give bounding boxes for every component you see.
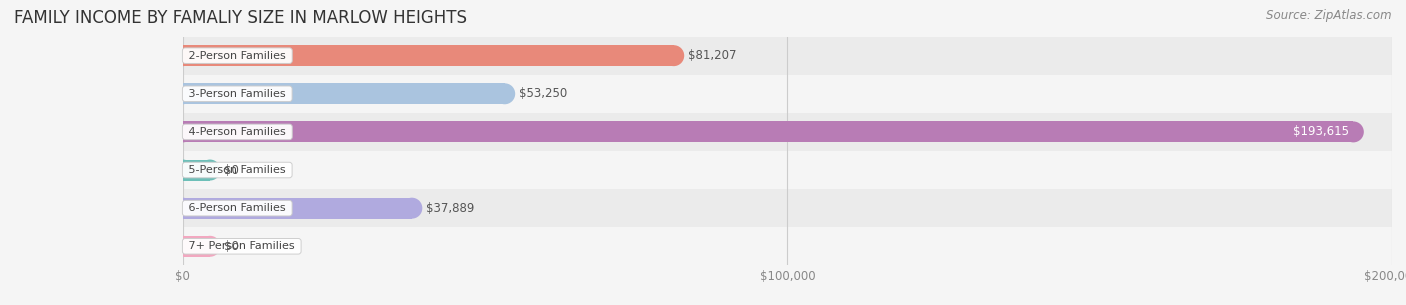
Ellipse shape (200, 160, 221, 181)
Bar (183, 160, 209, 181)
Text: 5-Person Families: 5-Person Families (186, 165, 290, 175)
Ellipse shape (200, 236, 221, 257)
Text: 3-Person Families: 3-Person Families (186, 89, 290, 99)
Bar (183, 151, 1392, 189)
Text: Source: ZipAtlas.com: Source: ZipAtlas.com (1267, 9, 1392, 22)
Bar (183, 37, 1392, 75)
Text: $81,207: $81,207 (689, 49, 737, 62)
Bar (183, 236, 209, 257)
Text: 7+ Person Families: 7+ Person Families (186, 241, 298, 251)
Bar (183, 121, 1354, 142)
Ellipse shape (664, 45, 685, 66)
Ellipse shape (173, 160, 193, 181)
Text: 2-Person Families: 2-Person Families (186, 51, 290, 61)
Bar (183, 83, 505, 104)
Bar (183, 189, 1392, 227)
Text: 4-Person Families: 4-Person Families (186, 127, 290, 137)
Bar (183, 75, 1392, 113)
Ellipse shape (1343, 121, 1364, 142)
Bar (183, 113, 1392, 151)
Bar (183, 227, 1392, 265)
Ellipse shape (495, 83, 515, 104)
Ellipse shape (401, 198, 422, 219)
Text: $37,889: $37,889 (426, 202, 475, 215)
Text: 6-Person Families: 6-Person Families (186, 203, 290, 213)
Ellipse shape (173, 236, 193, 257)
Bar (183, 45, 673, 66)
Text: $193,615: $193,615 (1292, 125, 1348, 138)
Ellipse shape (173, 83, 193, 104)
Text: FAMILY INCOME BY FAMALIY SIZE IN MARLOW HEIGHTS: FAMILY INCOME BY FAMALIY SIZE IN MARLOW … (14, 9, 467, 27)
Ellipse shape (173, 121, 193, 142)
Text: $0: $0 (225, 240, 239, 253)
Bar (183, 198, 412, 219)
Ellipse shape (173, 198, 193, 219)
Text: $53,250: $53,250 (519, 87, 568, 100)
Ellipse shape (173, 45, 193, 66)
Text: $0: $0 (225, 163, 239, 177)
